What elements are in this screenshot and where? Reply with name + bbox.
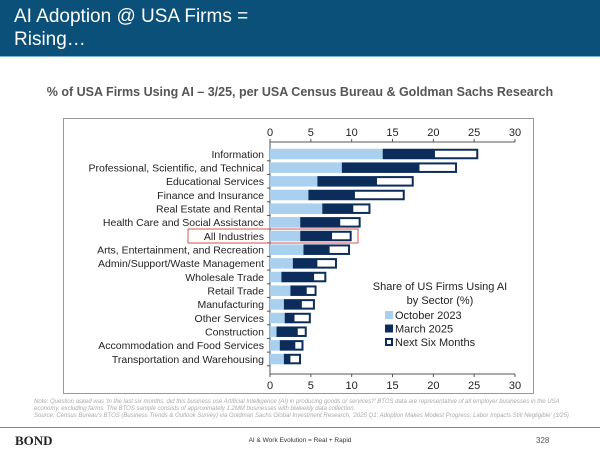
category-label: Accommodation and Food Services — [98, 340, 264, 352]
bar-next-six-months — [297, 328, 305, 335]
page-number: 328 — [536, 436, 550, 445]
bar-oct-2023 — [270, 189, 309, 201]
x-tick-label-bottom: 5 — [308, 380, 314, 392]
footer-tagline: AI & Work Evolution = Real + Rapid — [248, 437, 352, 444]
category-label: Information — [211, 149, 264, 161]
bar-oct-2023 — [270, 148, 383, 160]
bar-oct-2023 — [270, 340, 280, 351]
category-label: Construction — [205, 327, 264, 339]
bar-mar-2025 — [276, 326, 307, 337]
bar-oct-2023 — [270, 326, 277, 337]
x-tick-label-bottom: 20 — [427, 380, 439, 392]
x-tick-label-top: 10 — [346, 127, 358, 139]
x-tick-label-bottom: 30 — [509, 380, 521, 392]
category-label: Retail Trade — [207, 286, 264, 298]
x-tick-label-bottom: 0 — [267, 380, 273, 392]
x-tick-label-bottom: 15 — [386, 380, 398, 392]
bar-oct-2023 — [270, 285, 291, 296]
bar-oct-2023 — [270, 244, 304, 255]
category-label: Wholesale Trade — [185, 272, 264, 284]
bar-next-six-months — [290, 355, 300, 363]
bar-next-six-months — [295, 342, 302, 349]
bar-next-six-months — [332, 232, 350, 240]
bar-next-six-months — [329, 246, 349, 253]
bar-mar-2025 — [317, 176, 414, 187]
bar-mar-2025 — [283, 299, 315, 310]
x-tick-label-top: 15 — [386, 127, 398, 139]
chart-frame — [63, 118, 534, 394]
bar-next-six-months — [294, 314, 309, 322]
title-line-2: Rising… — [14, 29, 86, 50]
legend-swatch-inner — [387, 340, 391, 344]
bar-next-six-months — [317, 260, 335, 267]
legend-label: March 2025 — [395, 324, 453, 336]
footnote: Note: Question asked was 'In the last si… — [34, 399, 574, 421]
bar-oct-2023 — [270, 203, 323, 214]
bar-mar-2025 — [290, 285, 317, 296]
bar-mar-2025 — [322, 203, 371, 214]
legend-subtitle: by Sector (%) — [407, 295, 474, 307]
category-label: All Industries — [204, 231, 264, 243]
bar-next-six-months — [354, 191, 403, 199]
source-text: Source: Census Bureau's BTOS (Business T… — [34, 413, 569, 420]
bar-next-six-months — [419, 164, 456, 171]
bar-oct-2023 — [270, 230, 301, 242]
x-tick-label-top: 20 — [427, 127, 439, 139]
highlight-box — [187, 228, 359, 244]
title-banner: AI Adoption @ USA Firms = Rising… — [0, 0, 600, 57]
bar-mar-2025 — [281, 271, 327, 283]
category-label: Admin/Support/Waste Management — [98, 258, 264, 270]
bar-next-six-months — [434, 150, 477, 158]
category-label: Other Services — [195, 313, 264, 325]
x-tick-label-top: 0 — [267, 127, 273, 139]
category-label: Manufacturing — [197, 299, 264, 311]
legend-title: Share of US Firms Using AI — [373, 281, 508, 293]
bar-mar-2025 — [292, 258, 337, 269]
legend-swatch — [385, 311, 393, 319]
bar-next-six-months — [301, 301, 313, 308]
slide-title: AI Adoption @ USA Firms = Rising… — [14, 5, 314, 51]
x-tick-label-top: 30 — [509, 127, 521, 139]
bar-mar-2025 — [341, 162, 458, 173]
title-line-1: AI Adoption @ USA Firms = — [14, 6, 249, 27]
category-label: Educational Services — [166, 176, 264, 188]
bar-mar-2025 — [300, 217, 361, 228]
category-label: Arts, Entertainment, and Recreation — [97, 244, 264, 256]
bar-next-six-months — [306, 287, 315, 294]
bar-oct-2023 — [270, 176, 318, 187]
chart-subtitle: % of USA Firms Using AI – 3/25, per USA … — [46, 85, 554, 99]
bar-oct-2023 — [270, 162, 342, 173]
note-text: Note: Question asked was 'In the last si… — [34, 399, 560, 413]
bar-next-six-months — [340, 219, 359, 226]
legend-label: October 2023 — [395, 310, 462, 322]
legend-label: Next Six Months — [395, 337, 476, 349]
bar-next-six-months — [376, 178, 412, 185]
bar-mar-2025 — [303, 244, 351, 255]
bar-next-six-months — [353, 205, 369, 212]
bar-mar-2025 — [279, 340, 304, 351]
bar-mar-2025 — [300, 230, 352, 242]
bond-logo: BOND — [15, 433, 53, 448]
category-label: Real Estate and Rental — [156, 203, 264, 215]
bar-oct-2023 — [270, 353, 284, 365]
legend-swatch — [385, 324, 393, 333]
footer-divider — [0, 427, 600, 428]
x-tick-label-bottom: 10 — [346, 380, 358, 392]
category-label: Finance and Insurance — [157, 190, 264, 202]
category-label: Health Care and Social Assistance — [103, 217, 264, 229]
bar-oct-2023 — [270, 258, 293, 269]
bar-oct-2023 — [270, 271, 282, 283]
bar-mar-2025 — [382, 148, 479, 160]
bar-next-six-months — [314, 273, 325, 281]
bar-oct-2023 — [270, 299, 284, 310]
category-label: Professional, Scientific, and Technical — [89, 162, 265, 174]
x-tick-label-top: 5 — [308, 127, 314, 139]
bar-oct-2023 — [270, 217, 301, 228]
x-tick-label-top: 25 — [468, 127, 480, 139]
bar-oct-2023 — [270, 312, 285, 324]
x-tick-label-bottom: 25 — [468, 380, 480, 392]
category-label: Transportation and Warehousing — [112, 354, 264, 366]
